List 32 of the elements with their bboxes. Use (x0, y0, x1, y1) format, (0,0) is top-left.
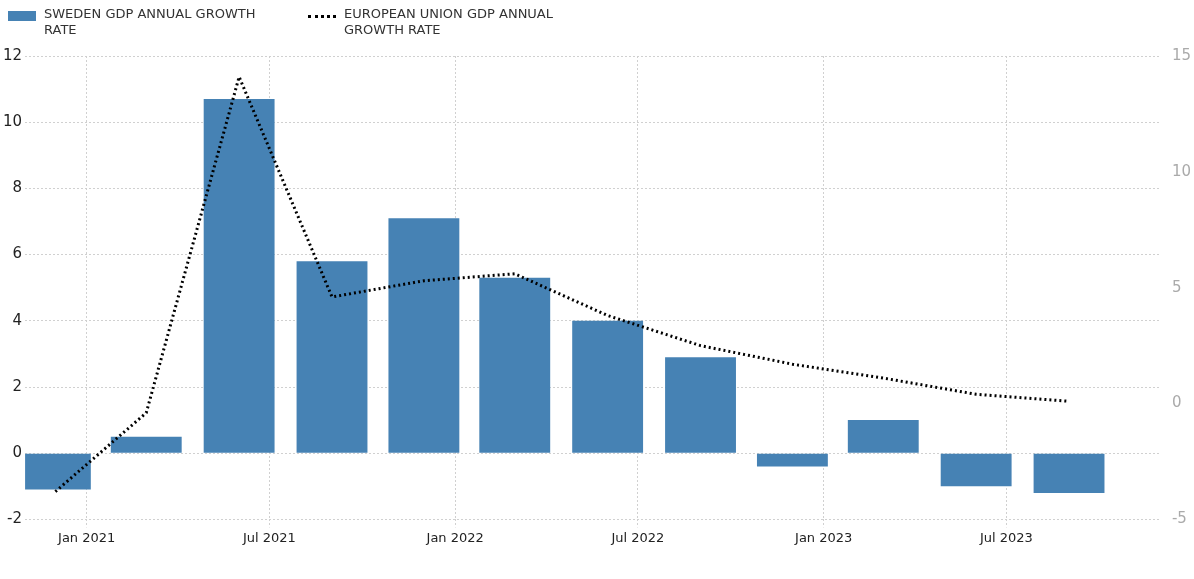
bar (756, 453, 828, 467)
bar (940, 453, 1012, 487)
bar (203, 99, 275, 453)
y2-tick-label: 0 (1171, 393, 1182, 412)
x-tick-label: Jan 2022 (425, 529, 484, 545)
bar (479, 277, 551, 453)
x-tick-label: Jul 2021 (241, 529, 296, 545)
bar (572, 320, 644, 453)
y-tick-label: -2 (7, 509, 23, 528)
x-tick-label: Jan 2021 (57, 529, 116, 545)
bar (847, 420, 919, 453)
y2-tick-label: -5 (1171, 509, 1187, 528)
x-tick-label: Jul 2022 (610, 529, 665, 545)
y-tick-label: 8 (12, 178, 23, 197)
y-tick-label: 10 (2, 112, 23, 131)
x-tick-label: Jul 2023 (978, 529, 1033, 545)
bar (110, 436, 182, 453)
y-tick-label: 2 (12, 376, 23, 395)
y2-tick-label: 5 (1171, 277, 1182, 296)
bar (388, 218, 460, 453)
y2-tick-label: 10 (1171, 161, 1192, 180)
legend-label: SWEDEN GDP ANNUAL GROWTH RATE (44, 6, 257, 38)
bar (665, 357, 736, 453)
x-tick-label: Jan 2023 (794, 529, 853, 545)
legend-label: EUROPEAN UNION GDP ANNUAL GROWTH RATE (344, 6, 554, 38)
bar (296, 261, 368, 453)
y-tick-label: 0 (12, 443, 23, 462)
bar (1033, 453, 1105, 493)
y-tick-label: 12 (2, 45, 23, 64)
y-tick-label: 4 (12, 310, 23, 329)
y-tick-label: 6 (12, 244, 23, 263)
y2-tick-label: 15 (1171, 45, 1192, 64)
